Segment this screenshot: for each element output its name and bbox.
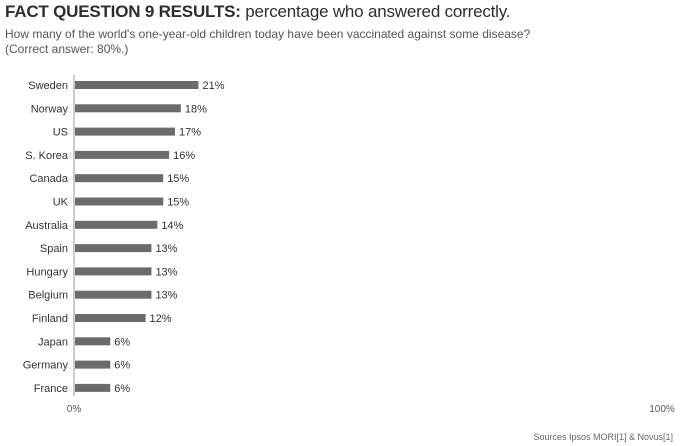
bar [75, 220, 158, 229]
value-label: 13% [155, 243, 177, 255]
bar [75, 81, 199, 89]
category-label: Hungary [26, 266, 68, 278]
category-label: Germany [23, 360, 69, 372]
correct-answer-text: (Correct answer: 80%.) [5, 42, 129, 56]
category-label: Belgium [28, 290, 68, 302]
chart-title-rest: percentage who answered correctly. [240, 2, 511, 21]
x-tick-label: 100% [649, 404, 675, 415]
category-label: Sweden [28, 80, 68, 92]
chart-title-bold: FACT QUESTION 9 RESULTS: [5, 2, 241, 21]
bar [75, 360, 111, 369]
category-label: US [53, 127, 68, 139]
value-label: 13% [155, 266, 177, 278]
value-label: 12% [150, 313, 172, 325]
bar [75, 197, 164, 206]
value-label: 21% [202, 80, 224, 92]
category-label: UK [53, 197, 69, 209]
category-label: Finland [32, 313, 68, 325]
value-label: 6% [114, 360, 130, 372]
bar [75, 174, 164, 183]
category-label: S. Korea [25, 150, 69, 162]
value-label: 6% [114, 383, 130, 395]
value-label: 6% [114, 336, 130, 348]
bar [75, 314, 146, 322]
question-text: How many of the world's one-year-old chi… [5, 27, 531, 41]
value-label: 17% [179, 127, 201, 139]
value-label: 13% [155, 290, 177, 302]
value-label: 18% [185, 103, 207, 115]
category-label: Norway [31, 103, 69, 115]
bar [75, 150, 170, 159]
bar [75, 337, 111, 346]
category-label: Australia [25, 220, 69, 232]
bar [75, 383, 111, 392]
value-label: 15% [167, 197, 189, 209]
value-label: 15% [167, 173, 189, 185]
x-tick-label: 0% [67, 404, 82, 415]
source-note: Sources Ipsos MORI[1] & Novus[1] [533, 432, 673, 442]
bar [75, 290, 152, 299]
category-label: Canada [29, 173, 68, 185]
bar [75, 244, 152, 253]
bar [75, 104, 181, 113]
chart-title: FACT QUESTION 9 RESULTS: percentage who … [5, 2, 510, 22]
bar [75, 267, 152, 276]
category-label: Spain [40, 243, 68, 255]
value-label: 16% [173, 150, 195, 162]
value-label: 14% [161, 220, 183, 232]
bar [75, 127, 175, 136]
category-label: Japan [38, 336, 68, 348]
category-label: France [34, 383, 68, 395]
